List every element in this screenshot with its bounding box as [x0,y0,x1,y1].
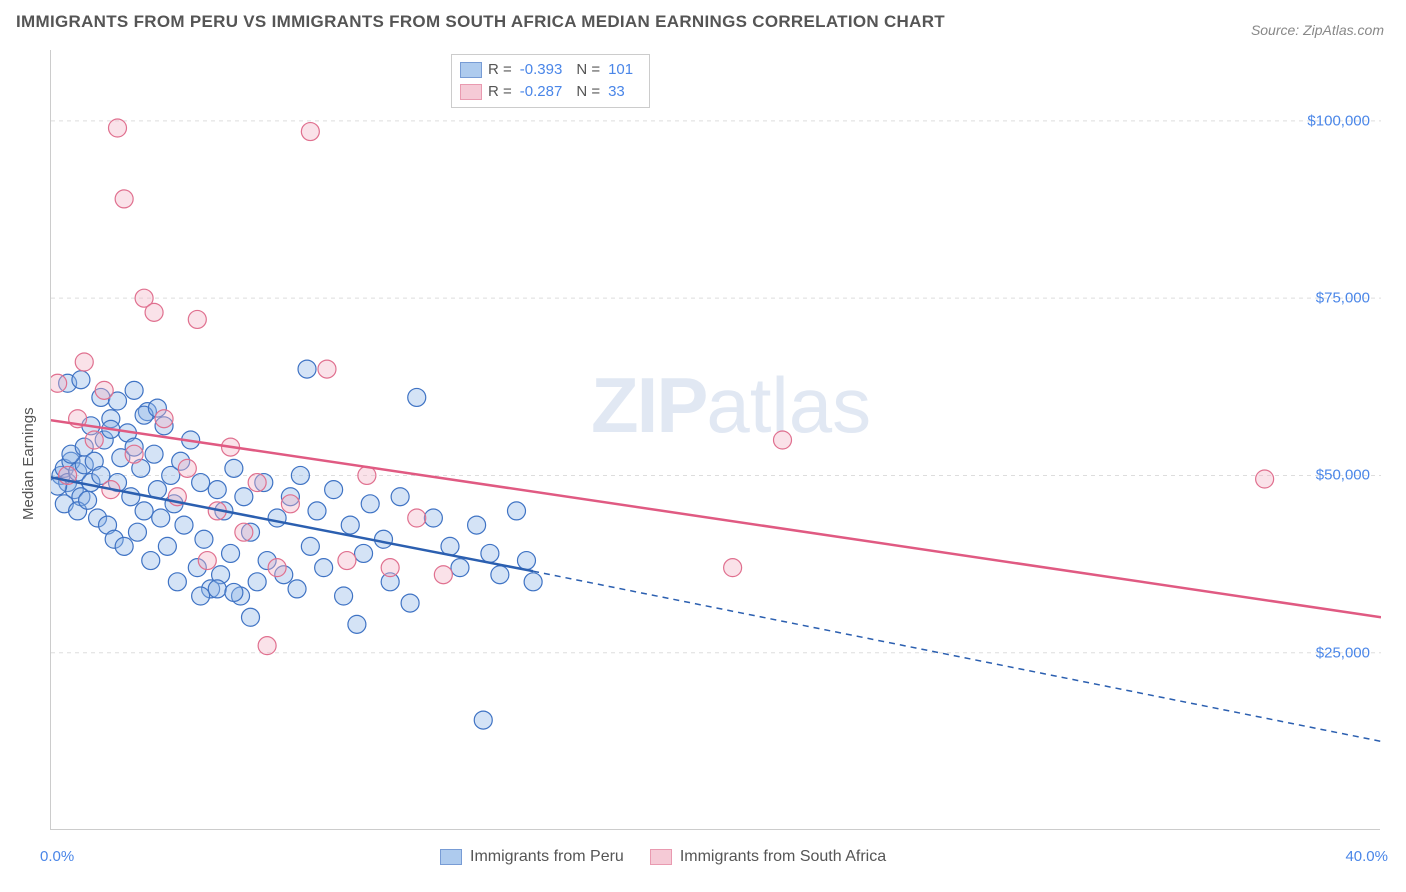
x-axis-min-label: 0.0% [40,848,74,865]
swatch-sa-bottom [650,849,672,865]
r-label: R = [488,59,512,81]
x-axis-max-label: 40.0% [1345,848,1388,865]
swatch-peru-bottom [440,849,462,865]
legend-row-peru: R = -0.393 N = 101 [460,59,641,81]
n-value-sa: 33 [608,81,625,103]
y-tick-label: $50,000 [1316,467,1370,484]
swatch-sa [460,84,482,100]
plot-area: ZIPatlas R = -0.393 N = 101 R = -0.287 N… [50,50,1380,830]
legend-item-sa: Immigrants from South Africa [650,848,886,866]
r-value-peru: -0.393 [520,59,563,81]
r-value-sa: -0.287 [520,81,563,103]
legend-item-peru: Immigrants from Peru [440,848,624,866]
n-label: N = [576,59,600,81]
y-tick-label: $100,000 [1307,112,1370,129]
r-label: R = [488,81,512,103]
n-label: N = [576,81,600,103]
chart-title: IMMIGRANTS FROM PERU VS IMMIGRANTS FROM … [16,12,945,32]
y-tick-label: $75,000 [1316,290,1370,307]
legend-row-sa: R = -0.287 N = 33 [460,81,641,103]
y-tick-label: $25,000 [1316,644,1370,661]
swatch-peru [460,62,482,78]
legend-label-peru: Immigrants from Peru [470,848,624,866]
n-value-peru: 101 [608,59,633,81]
series-legend: Immigrants from Peru Immigrants from Sou… [440,848,886,866]
correlation-legend: R = -0.393 N = 101 R = -0.287 N = 33 [451,54,650,108]
source-attribution: Source: ZipAtlas.com [1251,22,1384,38]
y-axis-label: Median Earnings [20,407,37,520]
legend-label-sa: Immigrants from South Africa [680,848,886,866]
scatter-svg [51,50,1381,830]
